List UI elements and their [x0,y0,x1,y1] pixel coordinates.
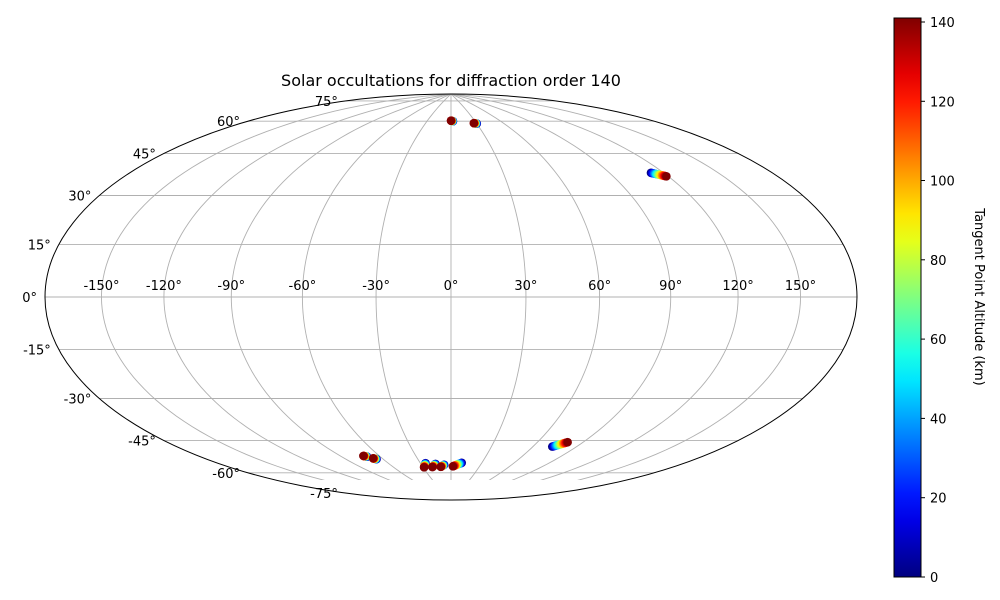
longitude-tick-label: 120° [722,279,753,294]
occultation-track [368,454,381,464]
longitude-tick-label: -150° [83,279,119,294]
longitude-tick-label: 60° [588,279,611,294]
colorbar: 0 20 40 60 80 100 120 140 Tangent Point Altitude… [893,16,986,586]
latitude-tick-label: 30° [68,190,91,205]
data-point [436,462,446,472]
colorbar-label: Tangent Point Altitude (km) [971,207,986,385]
chart-title: Solar occultations for diffraction order… [281,71,621,90]
colorbar-tick-label: 0 [930,571,938,586]
map-frame [44,93,858,501]
latitude-tick-label: -60° [212,467,240,482]
colorbar-tick-label: 80 [930,254,947,269]
latitude-tick-label: 60° [217,115,240,130]
latitude-tick-label: -15° [23,344,51,359]
colorbar-tick-label: 60 [930,333,947,348]
data-point [419,463,429,472]
data-point [446,116,456,125]
latitude-tick-label: -45° [128,435,156,450]
longitude-tick-label: 30° [514,279,537,294]
occultation-track [419,458,430,472]
occultation-track [547,437,572,451]
graticule [45,94,857,480]
occultation-track [359,451,372,461]
colorbar-tick-label: 20 [930,492,947,507]
colorbar-tick-label: 100 [930,175,955,190]
latitude-tick-label: 75° [315,95,338,110]
occultation-points [359,116,671,472]
data-point [662,172,671,181]
longitude-tick-label: -90° [217,279,245,294]
longitude-tick-label: -120° [146,279,182,294]
data-point [448,462,458,471]
latitude-tick-label: -30° [64,393,92,408]
longitude-tick-labels: -150° -120° -90° -60° -30° 0° 30° 60° 90° 120° 150… [83,279,816,294]
latitude-tick-label: 15° [28,239,51,254]
latitude-tick-label: 45° [133,148,156,163]
colorbar-tick-label: 120 [930,95,955,110]
data-point [469,118,479,128]
occultation-track [448,458,467,471]
data-point [428,462,437,472]
colorbar-tick-label: 140 [930,16,955,31]
data-point [563,437,572,447]
longitude-tick-label: -60° [289,279,317,294]
longitude-tick-label: -30° [362,279,390,294]
longitude-tick-label: 90° [659,279,682,294]
occultation-track [469,118,482,128]
longitude-tick-label: 0° [444,279,459,294]
occultation-track [446,116,458,126]
latitude-tick-label: 0° [22,291,37,306]
data-point [359,451,368,461]
occultation-track [646,168,671,181]
data-point [368,454,378,463]
colorbar-tick-label: 40 [930,412,947,427]
latitude-tick-labels: -75° -60° -45° -30° -15° 0° 15° 30° 45° 60° 75° [22,95,338,502]
latitude-tick-label: -75° [310,487,338,502]
occultation-track [436,460,449,472]
map-outline [44,93,858,501]
longitude-tick-label: 150° [785,279,816,294]
colorbar-gradient [893,17,922,578]
